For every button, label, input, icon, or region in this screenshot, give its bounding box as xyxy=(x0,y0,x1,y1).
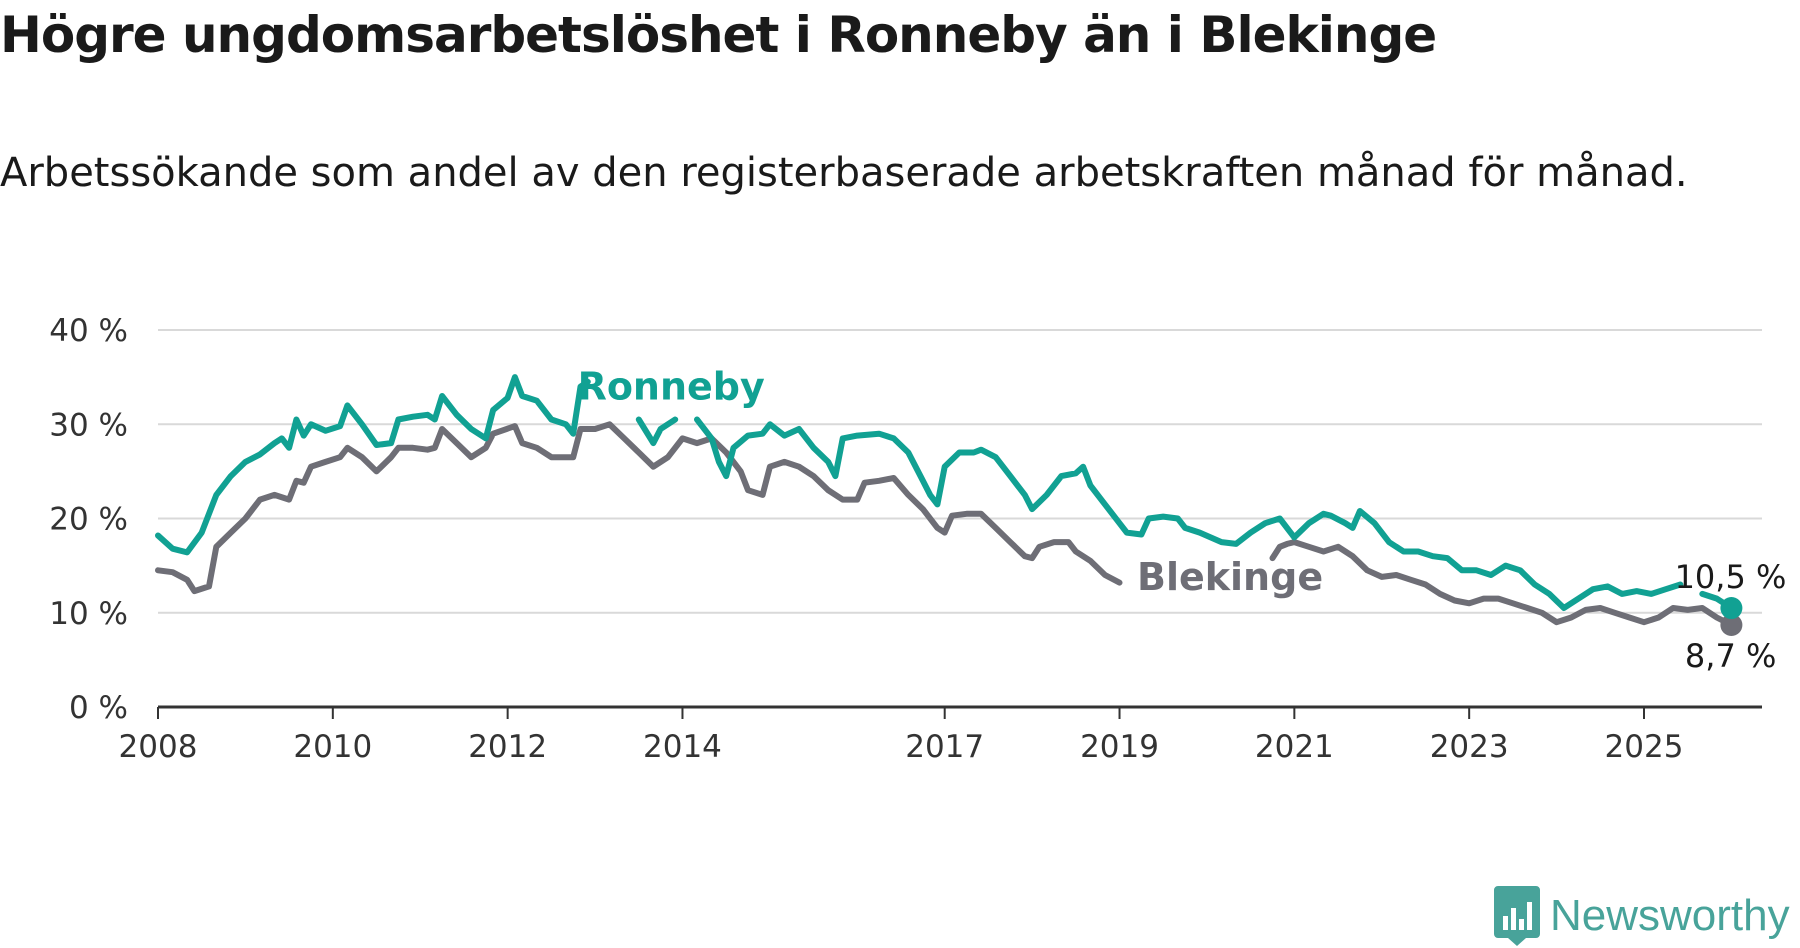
x-axis: 2008 2010 2012 2014 2017 2019 2021 2023 2025 xyxy=(119,705,1762,765)
end-label-ronneby: 10,5 % xyxy=(1675,558,1787,596)
x-tick-label: 2025 xyxy=(1605,729,1684,765)
end-label-blekinge: 8,7 % xyxy=(1685,637,1776,675)
x-tick-label: 2023 xyxy=(1430,729,1509,765)
bar-chart-logo-icon xyxy=(1494,886,1540,946)
y-tick-label: 0 % xyxy=(69,690,128,726)
series-line-blekinge xyxy=(155,421,1735,628)
x-tick-label: 2019 xyxy=(1080,729,1159,765)
brand-logo: Newsworthy xyxy=(1494,884,1790,948)
y-gridlines xyxy=(158,329,1762,614)
series-lines xyxy=(155,374,1743,637)
x-tick-label: 2010 xyxy=(293,729,372,765)
x-tick-label: 2021 xyxy=(1255,729,1334,765)
y-tick-label: 10 % xyxy=(49,596,128,632)
end-point-blekinge xyxy=(1720,614,1743,637)
x-tick-label: 2017 xyxy=(905,729,984,765)
x-tick-label: 2012 xyxy=(468,729,547,765)
end-point-ronneby xyxy=(1720,597,1743,620)
series-label-blekinge: Blekinge xyxy=(1137,555,1323,599)
series-label-ronneby: Ronneby xyxy=(578,365,765,409)
series-labels: Ronneby Blekinge 10,5 % 8,7 % xyxy=(578,365,1787,675)
series-line-ronneby xyxy=(155,374,1735,611)
brand-name: Newsworthy xyxy=(1550,891,1790,940)
y-tick-label: 40 % xyxy=(49,313,128,349)
y-axis-tick-labels: 0 % 10 % 20 % 30 % 40 % xyxy=(49,313,128,726)
chart-title: Högre ungdomsarbetslöshet i Ronneby än i… xyxy=(0,6,1437,64)
line-chart: 0 % 10 % 20 % 30 % 40 % 2008 2010 2012 2014 2017… xyxy=(49,313,1787,765)
x-tick-label: 2008 xyxy=(119,729,198,765)
x-tick-label: 2014 xyxy=(643,729,722,765)
chart-subtitle: Arbetssökande som andel av den registerb… xyxy=(0,150,1688,196)
y-tick-label: 20 % xyxy=(49,502,128,538)
y-tick-label: 30 % xyxy=(49,407,128,443)
